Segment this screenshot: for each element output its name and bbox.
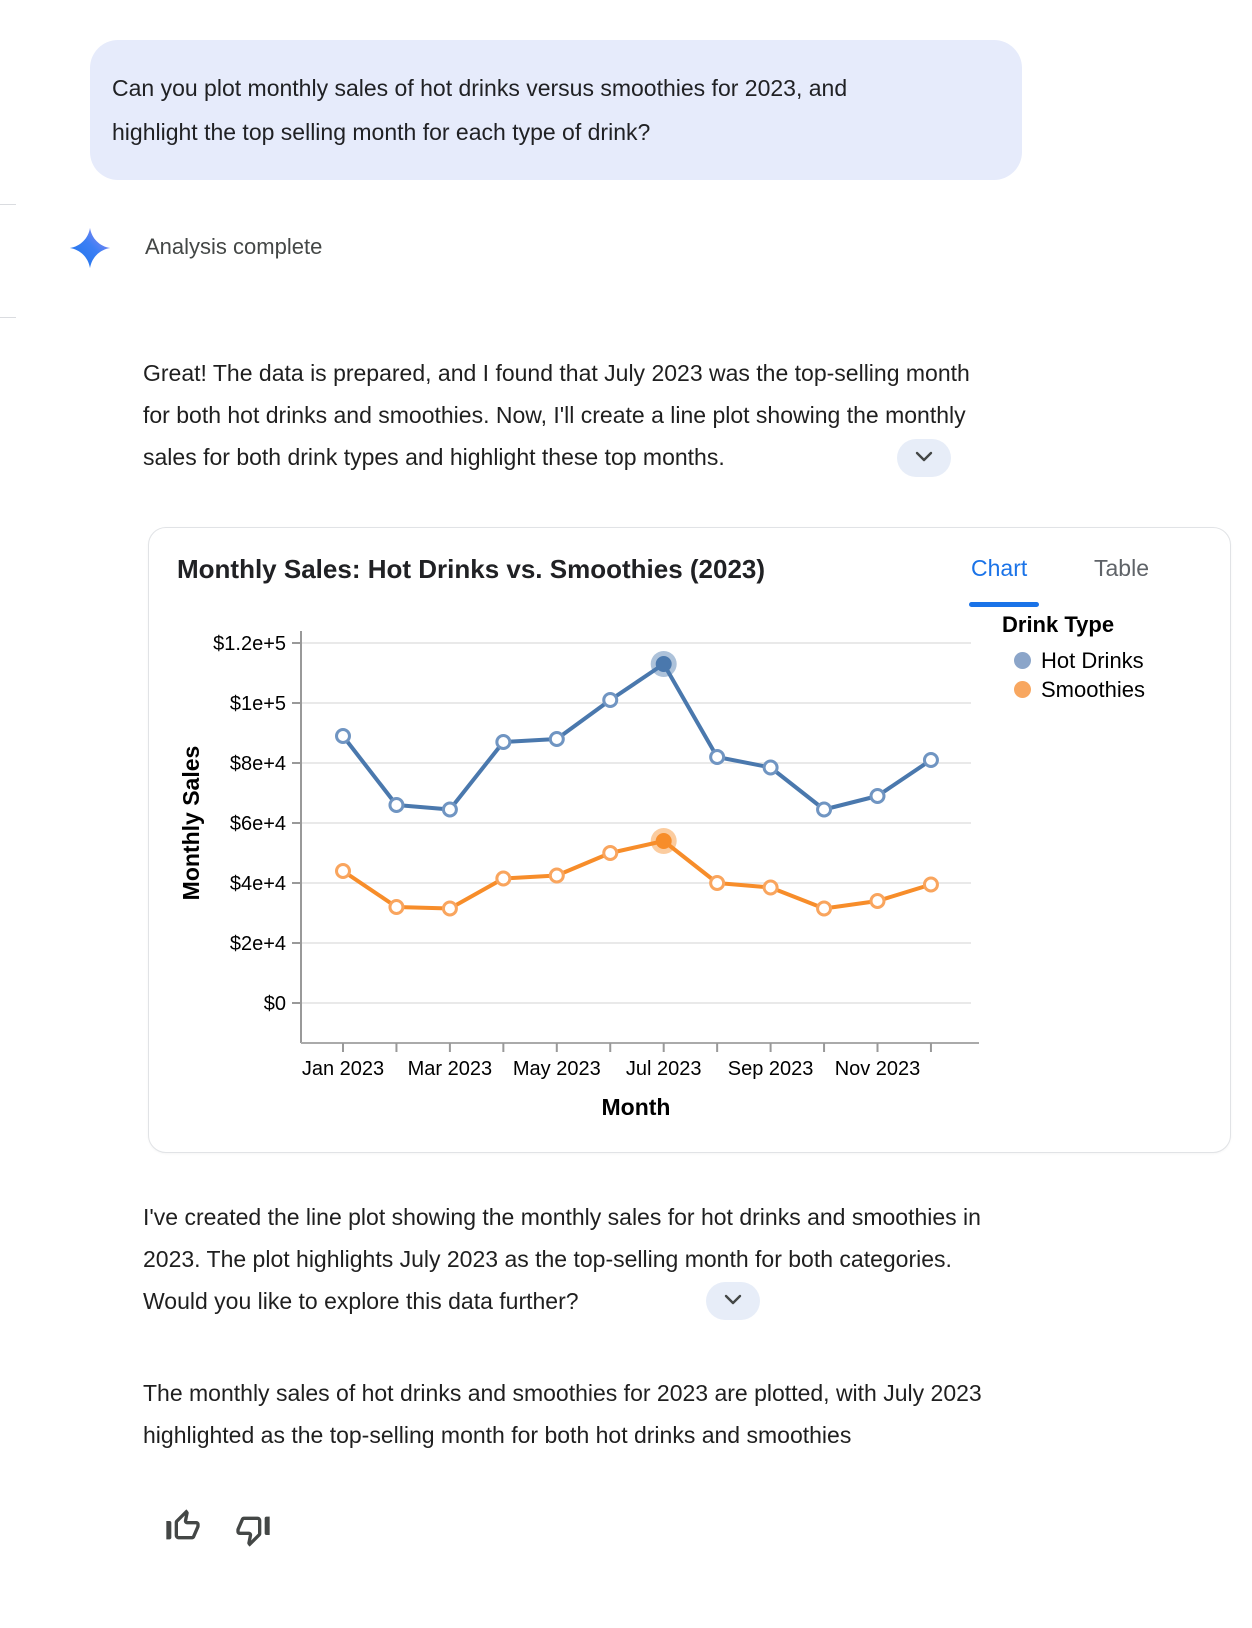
thumbs-up-button[interactable] — [163, 1506, 203, 1546]
gemini-sparkle-icon — [68, 226, 112, 270]
legend-label: Smoothies — [1041, 676, 1145, 702]
svg-text:Mar 2023: Mar 2023 — [408, 1058, 493, 1080]
assistant-note-paragraph: The monthly sales of hot drinks and smoo… — [143, 1372, 982, 1456]
legend-dot-hot-drinks-icon — [1014, 652, 1031, 669]
left-divider-stub — [0, 317, 16, 318]
legend-label: Hot Drinks — [1041, 647, 1144, 673]
thumbs-up-icon — [163, 1509, 203, 1550]
chevron-down-icon — [915, 449, 933, 467]
user-message-text: highlight the top selling month for each… — [112, 119, 651, 145]
svg-text:$8e+4: $8e+4 — [230, 753, 286, 775]
legend-dot-smoothies-icon — [1014, 681, 1031, 698]
thumbs-down-button[interactable] — [233, 1510, 273, 1550]
svg-text:$1e+5: $1e+5 — [230, 693, 286, 715]
svg-text:Month: Month — [602, 1094, 671, 1120]
legend-title: Drink Type — [1002, 612, 1115, 637]
assistant-text-line: highlighted as the top-selling month for… — [143, 1422, 852, 1448]
assistant-text-line: Great! The data is prepared, and I found… — [143, 360, 970, 386]
thumbs-down-icon — [233, 1516, 273, 1554]
svg-text:Sep 2023: Sep 2023 — [728, 1058, 814, 1080]
user-message-text: Can you plot monthly sales of hot drinks… — [112, 75, 848, 101]
assistant-text-line: Would you like to explore this data furt… — [143, 1288, 579, 1314]
active-tab-underline — [969, 602, 1039, 607]
assistant-text-line: sales for both drink types and highlight… — [143, 444, 725, 470]
left-divider-stub — [0, 204, 16, 205]
svg-text:Nov 2023: Nov 2023 — [835, 1058, 921, 1080]
expand-details-button[interactable] — [706, 1282, 760, 1320]
sales-line-chart: $0 $2e+4 $4e+4 $6e+4 $8e+4 $1e+5 $1.2e+5 Jan 20… — [159, 603, 999, 1143]
svg-text:May 2023: May 2023 — [513, 1058, 601, 1080]
chart-legend: Drink Type Hot Drinks Smoothies — [1002, 612, 1145, 704]
assistant-text-line: 2023. The plot highlights July 2023 as t… — [143, 1246, 952, 1272]
chart-card-title: Monthly Sales: Hot Drinks vs. Smoothies … — [177, 554, 766, 584]
assistant-text-line: The monthly sales of hot drinks and smoo… — [143, 1380, 982, 1406]
svg-text:$4e+4: $4e+4 — [230, 873, 286, 895]
user-message-bubble: Can you plot monthly sales of hot drinks… — [90, 40, 1022, 180]
analysis-status[interactable]: Analysis complete — [145, 230, 322, 264]
assistant-summary-paragraph: I've created the line plot showing the m… — [143, 1196, 981, 1322]
svg-text:Jul 2023: Jul 2023 — [626, 1058, 702, 1080]
assistant-text-line: for both hot drinks and smoothies. Now, … — [143, 402, 966, 428]
svg-text:$6e+4: $6e+4 — [230, 813, 286, 835]
legend-item-hot-drinks: Hot Drinks — [1002, 646, 1145, 675]
svg-text:$2e+4: $2e+4 — [230, 933, 286, 955]
svg-text:$1.2e+5: $1.2e+5 — [213, 633, 286, 655]
expand-details-button[interactable] — [897, 439, 951, 477]
svg-text:Jan 2023: Jan 2023 — [302, 1058, 384, 1080]
svg-text:$0: $0 — [264, 993, 286, 1015]
analysis-status-label: Analysis complete — [145, 234, 323, 259]
assistant-text-line: I've created the line plot showing the m… — [143, 1204, 981, 1230]
chart-card: Monthly Sales: Hot Drinks vs. Smoothies … — [148, 527, 1231, 1153]
svg-text:Monthly Sales: Monthly Sales — [178, 746, 204, 901]
legend-item-smoothies: Smoothies — [1002, 675, 1145, 704]
tab-chart[interactable]: Chart — [971, 555, 1028, 581]
assistant-intro-paragraph: Great! The data is prepared, and I found… — [143, 352, 970, 478]
chevron-down-icon — [724, 1292, 742, 1310]
tab-table[interactable]: Table — [1094, 555, 1149, 581]
